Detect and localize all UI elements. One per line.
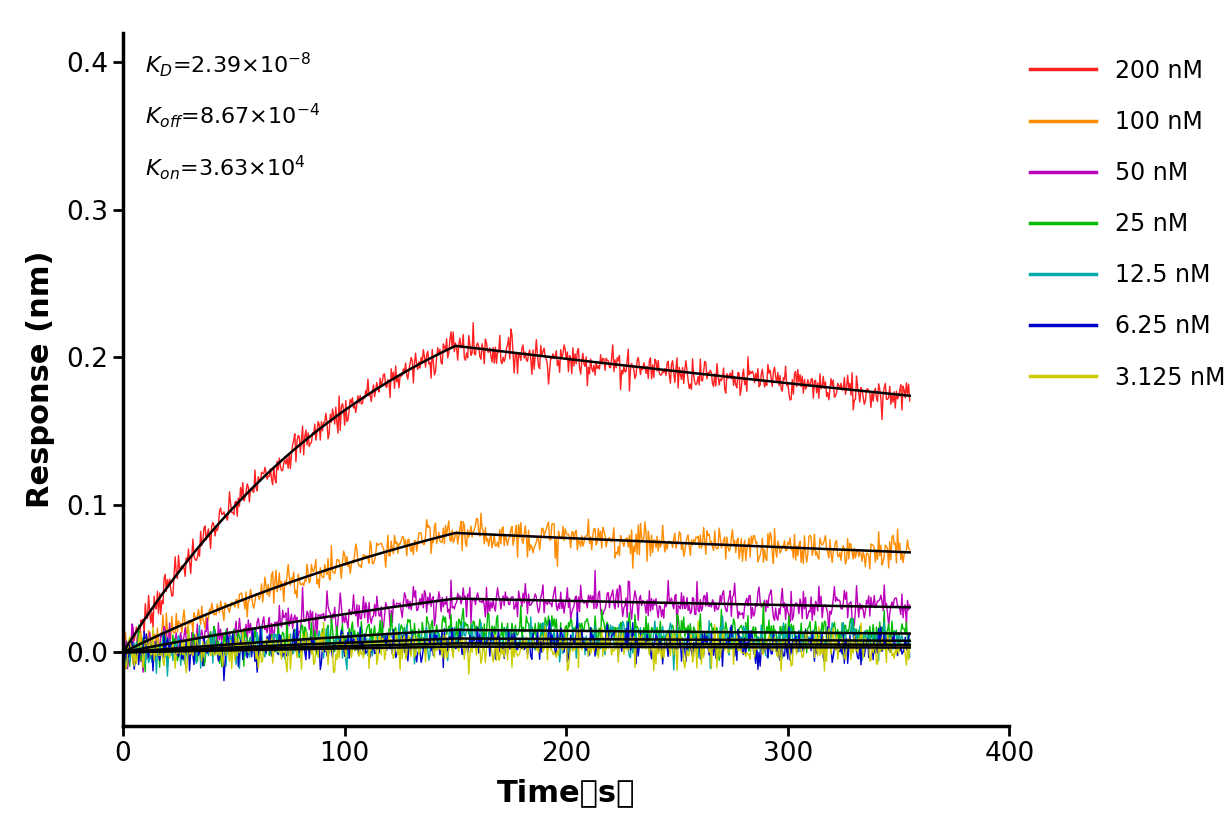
Y-axis label: Response (nm): Response (nm) xyxy=(26,251,55,508)
X-axis label: Time（s）: Time（s） xyxy=(497,778,635,807)
Legend: 200 nM, 100 nM, 50 nM, 25 nM, 12.5 nM, 6.25 nM, 3.125 nM: 200 nM, 100 nM, 50 nM, 25 nM, 12.5 nM, 6… xyxy=(1030,59,1226,389)
Text: $K_D$=2.39×10$^{-8}$
$K_{off}$=8.67×10$^{-4}$
$K_{on}$=3.63×10$^4$: $K_D$=2.39×10$^{-8}$ $K_{off}$=8.67×10$^… xyxy=(145,50,320,182)
